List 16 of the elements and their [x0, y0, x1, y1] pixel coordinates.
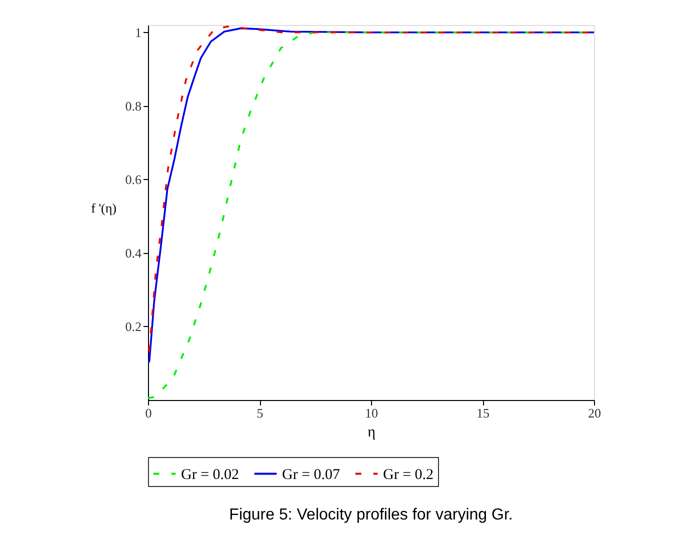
y-tick-label: 0.6 [125, 172, 142, 187]
y-tick-label: 1 [135, 24, 142, 40]
legend-label: Gr = 0.07 [282, 466, 341, 483]
x-tick-label: 0 [145, 406, 152, 420]
legend-label: Gr = 0.2 [383, 466, 434, 483]
x-axis-title: η [368, 424, 376, 440]
x-tick-label: 20 [588, 406, 601, 420]
y-tick-label: 0.4 [125, 245, 142, 260]
caption: Figure 5: Velocity profiles for varying Gr. [229, 506, 513, 524]
x-tick-label: 5 [256, 406, 264, 420]
x-tick-label: 10 [365, 406, 378, 420]
y-tick-label: 0.8 [125, 98, 142, 114]
x-tick-label: 15 [476, 406, 490, 420]
y-axis-title: f '(η) [91, 200, 116, 216]
y-tick-label: 0.2 [125, 318, 142, 334]
legend-label: Gr = 0.02 [181, 466, 240, 483]
